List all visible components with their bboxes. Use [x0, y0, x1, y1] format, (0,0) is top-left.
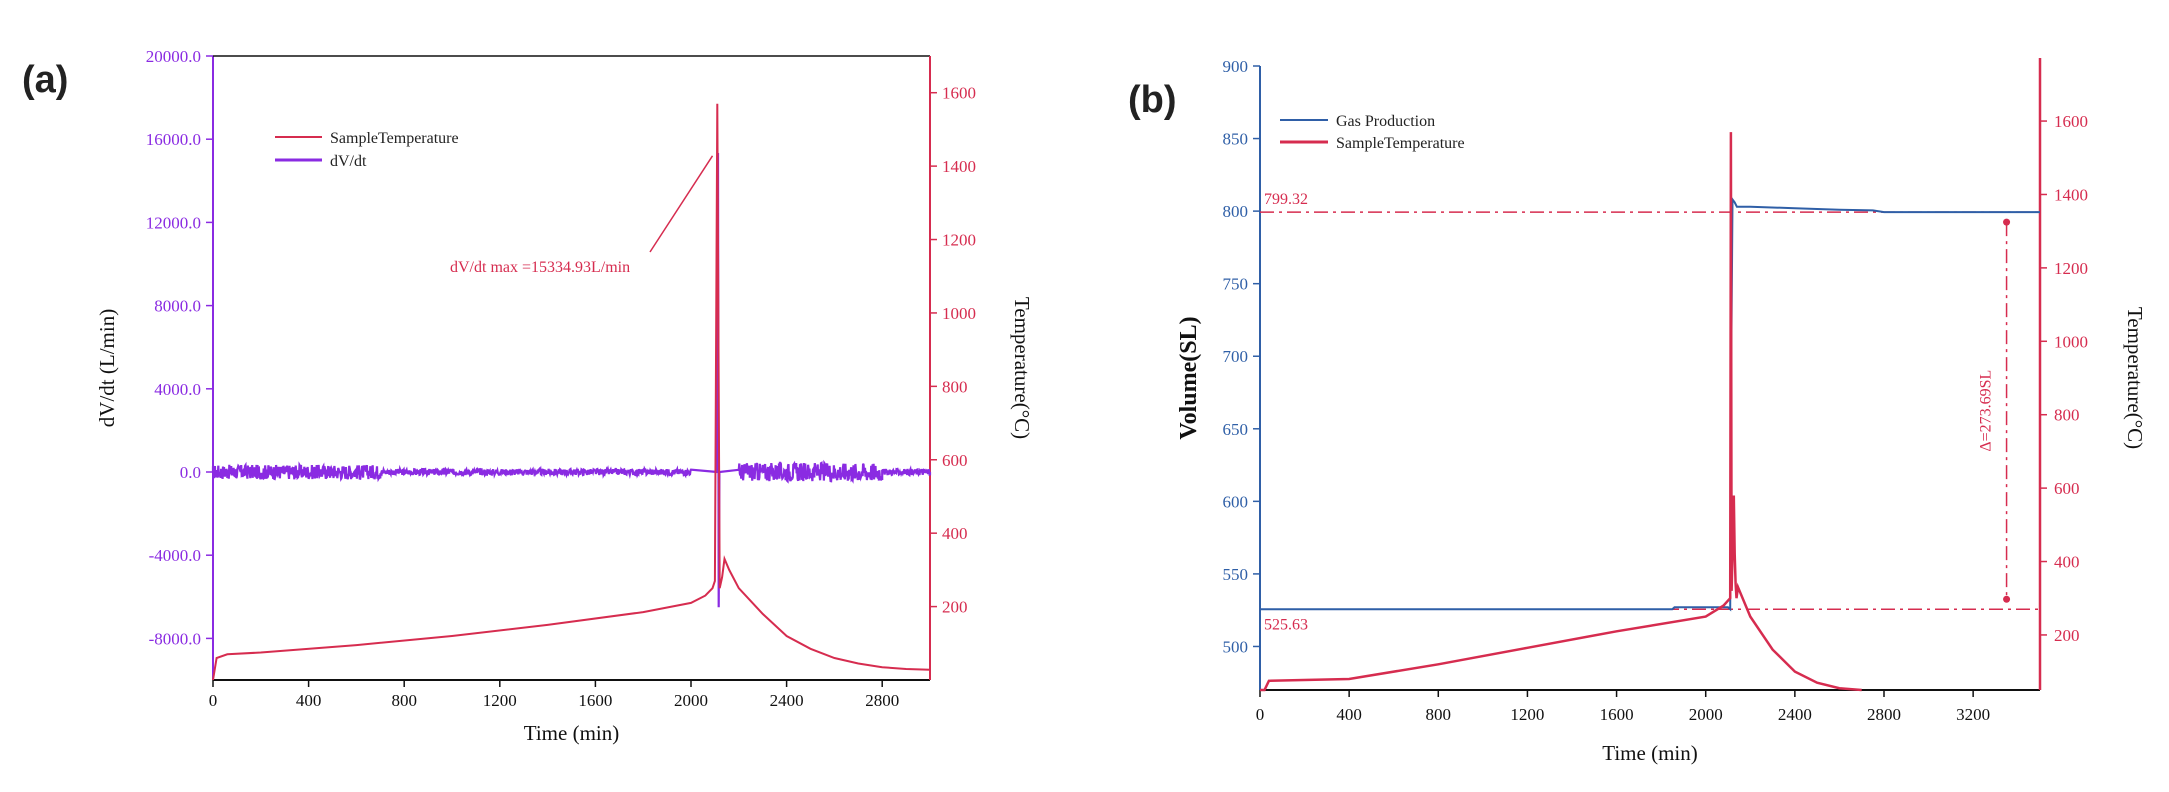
y-tick-label: 800: [1223, 202, 1249, 221]
x-axis-title: Time (min): [524, 721, 619, 745]
y-tick-label: 900: [1223, 57, 1249, 76]
y2-tick-label: 800: [2054, 406, 2080, 425]
x-tick-label: 1200: [1510, 705, 1544, 724]
x-axis-title: Time (min): [1602, 741, 1697, 765]
y2-tick-label: 1200: [942, 231, 976, 250]
y-tick-label: 700: [1223, 347, 1249, 366]
y-tick-label: 850: [1223, 130, 1249, 149]
x-tick-label: 2800: [865, 691, 899, 710]
y2-tick-label: 400: [2054, 553, 2080, 572]
y-tick-label: 8000.0: [154, 297, 201, 316]
y2-tick-label: 1400: [2054, 185, 2088, 204]
y-tick-label: 20000.0: [146, 47, 201, 66]
x-tick-label: 400: [296, 691, 322, 710]
difference-bracket-bottom-cap: [2003, 595, 2011, 603]
panel-a-label: (a): [22, 59, 68, 101]
y-tick-label: 12000.0: [146, 213, 201, 232]
y2-tick-label: 1600: [942, 84, 976, 103]
x-tick-label: 1600: [578, 691, 612, 710]
y2-tick-label: 200: [2054, 626, 2080, 645]
legend-temperature-label: SampleTemperature: [330, 130, 459, 147]
y-tick-label: 750: [1223, 275, 1249, 294]
x-tick-label: 800: [1426, 705, 1452, 724]
y2-tick-label: 400: [942, 524, 968, 543]
y2-tick-label: 1600: [2054, 112, 2088, 131]
x-tick-label: 400: [1336, 705, 1362, 724]
y2-tick-label: 600: [2054, 479, 2080, 498]
y-tick-label: 550: [1223, 565, 1249, 584]
annotation-leader-line: [649, 155, 714, 253]
x-tick-label: 2800: [1867, 705, 1901, 724]
y-tick-label: 0.0: [180, 463, 201, 482]
x-tick-label: 1200: [483, 691, 517, 710]
max-annotation-label: dV/dt max =15334.93L/min: [450, 259, 630, 276]
panel-a: (a) 0 400 800 1200 1600 2000 2400 2800 -8000.0 -4…: [22, 47, 1034, 745]
y2-tick-label: 1000: [942, 304, 976, 323]
y-tick-label: 4000.0: [154, 380, 201, 399]
difference-label: Δ=273.69SL: [1978, 370, 1995, 452]
legend-temperature-label: SampleTemperature: [1336, 135, 1465, 152]
y-tick-label: -8000.0: [149, 629, 201, 648]
x-tick-label: 2000: [1689, 705, 1723, 724]
legend-gas-label: Gas Production: [1336, 113, 1435, 130]
temperature-series-line: [1260, 132, 1862, 692]
x-tick-label: 800: [391, 691, 417, 710]
panel-b: (b) 0 400 800 1200 1600 2000 2400 2800 3200 500 55…: [1128, 57, 2147, 765]
legend-dvdt-label: dV/dt: [330, 153, 367, 170]
y-axis-title: dV/dt (L/min): [95, 309, 119, 427]
lower-level-label: 525.63: [1264, 616, 1308, 633]
y2-tick-label: 1400: [942, 157, 976, 176]
y2-axis-title: Temperature(°C): [2123, 307, 2147, 449]
y2-tick-label: 1000: [2054, 332, 2088, 351]
x-tick-label: 2000: [674, 691, 708, 710]
x-tick-label: 0: [209, 691, 218, 710]
y-tick-label: 500: [1223, 637, 1249, 656]
y-tick-label: 650: [1223, 420, 1249, 439]
y-tick-label: 600: [1223, 492, 1249, 511]
panel-b-label: (b): [1128, 79, 1177, 121]
x-tick-label: 2400: [770, 691, 804, 710]
y-tick-label: -4000.0: [149, 546, 201, 565]
y-axis-title: Volume(SL): [1176, 316, 1202, 439]
y2-tick-label: 1200: [2054, 259, 2088, 278]
y2-tick-label: 800: [942, 377, 968, 396]
x-tick-label: 2400: [1778, 705, 1812, 724]
difference-bracket-top-cap: [2003, 218, 2011, 226]
y-tick-label: 16000.0: [146, 130, 201, 149]
gas-production-series-line: [1260, 196, 2040, 612]
y2-tick-label: 200: [942, 598, 968, 617]
temperature-series-line: [212, 103, 931, 681]
x-tick-label: 0: [1256, 705, 1265, 724]
x-tick-label: 3200: [1956, 705, 1990, 724]
y2-tick-label: 600: [942, 451, 968, 470]
upper-level-label: 799.32: [1264, 191, 1308, 208]
x-tick-label: 1600: [1600, 705, 1634, 724]
y2-axis-title: Temperature(°C): [1010, 297, 1034, 439]
dvdt-series-line: [211, 152, 932, 608]
